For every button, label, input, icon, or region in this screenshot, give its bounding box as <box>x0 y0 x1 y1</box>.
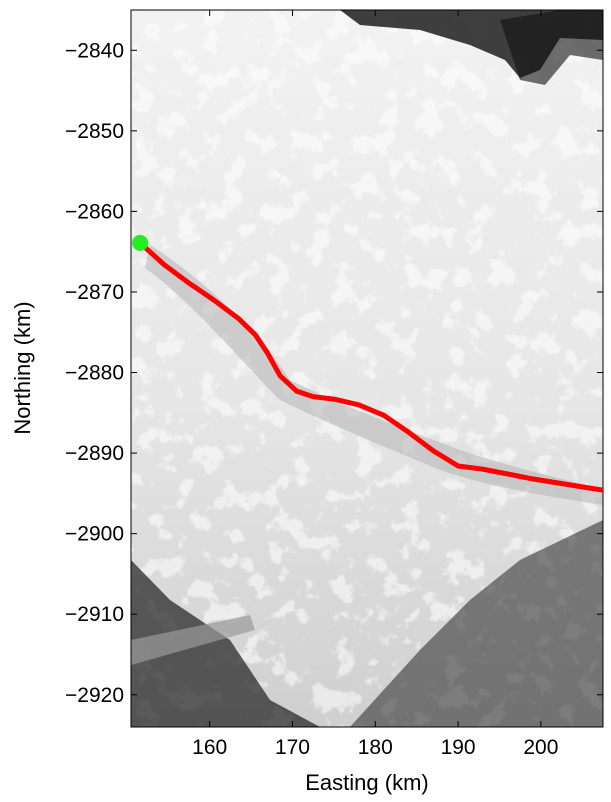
y-tick-label: −2860 <box>65 200 124 223</box>
flowline-series <box>140 242 603 493</box>
x-axis-label: Easting (km) <box>305 770 428 795</box>
y-axis-label: Northing (km) <box>10 301 35 434</box>
y-tick-label: −2890 <box>65 442 124 465</box>
plot-frame <box>130 9 604 728</box>
x-tick-labels: 160 170 180 190 200 <box>192 736 558 759</box>
y-tick-label: −2910 <box>65 603 124 626</box>
y-tick-label: −2920 <box>65 684 124 707</box>
y-tick-labels: −2840 −2850 −2860 −2870 −2880 −2890 −2900 −2910… <box>65 39 124 706</box>
start-point-marker <box>132 234 149 251</box>
markers <box>132 234 149 251</box>
x-tick-label: 180 <box>358 736 393 759</box>
y-tick-label: −2900 <box>65 523 124 546</box>
x-tick-label: 200 <box>523 736 558 759</box>
axis-ticks <box>131 10 603 727</box>
y-tick-label: −2850 <box>65 120 124 143</box>
x-tick-label: 160 <box>192 736 227 759</box>
y-tick-label: −2870 <box>65 281 124 304</box>
y-tick-label: −2840 <box>65 39 124 62</box>
x-tick-label: 170 <box>275 736 310 759</box>
y-tick-label: −2880 <box>65 362 124 385</box>
x-tick-label: 190 <box>441 736 476 759</box>
satellite-background <box>131 10 603 727</box>
